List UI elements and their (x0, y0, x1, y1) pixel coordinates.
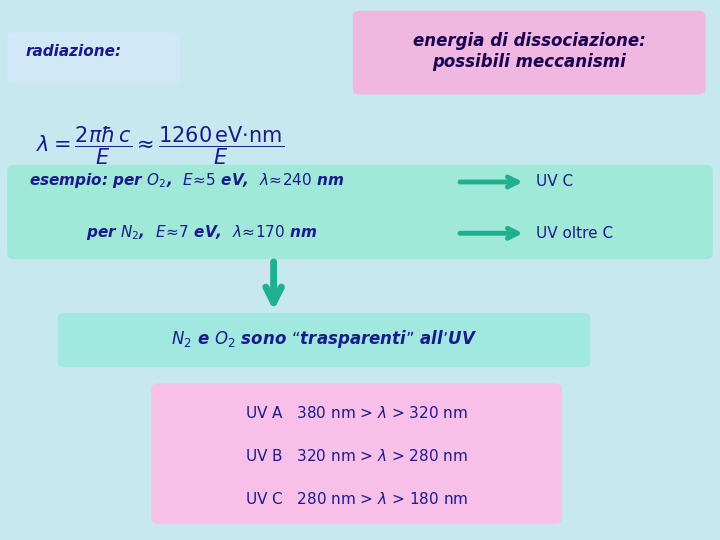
Text: $\lambda = \dfrac{2\pi\hbar\, c}{E} \approx \dfrac{1260\,\mathrm{eV{\cdot}nm}}{E: $\lambda = \dfrac{2\pi\hbar\, c}{E} \app… (36, 124, 284, 167)
Text: UV A   380 nm > $\lambda$ > 320 nm: UV A 380 nm > $\lambda$ > 320 nm (245, 405, 468, 421)
Text: per $N_2$,  $E\!\approx\!7$ eV,  $\lambda\!\approx\!170$ nm: per $N_2$, $E\!\approx\!7$ eV, $\lambda\… (86, 222, 318, 242)
FancyBboxPatch shape (151, 383, 562, 524)
FancyBboxPatch shape (353, 11, 706, 94)
Text: $N_2$ e $O_2$ sono “trasparenti” all’UV: $N_2$ e $O_2$ sono “trasparenti” all’UV (171, 328, 477, 349)
Text: UV oltre C: UV oltre C (536, 226, 613, 241)
Text: UV C   280 nm > $\lambda$ > 180 nm: UV C 280 nm > $\lambda$ > 180 nm (245, 491, 468, 508)
FancyBboxPatch shape (58, 313, 590, 367)
Text: UV B   320 nm > $\lambda$ > 280 nm: UV B 320 nm > $\lambda$ > 280 nm (245, 448, 468, 464)
Text: energia di dissociazione:
possibili meccanismi: energia di dissociazione: possibili mecc… (413, 32, 646, 71)
FancyBboxPatch shape (7, 165, 713, 259)
Text: esempio: per $O_2$,  $E\!\approx\!5$ eV,  $\lambda\!\approx\!240$ nm: esempio: per $O_2$, $E\!\approx\!5$ eV, … (29, 171, 344, 191)
FancyBboxPatch shape (7, 32, 180, 84)
Text: UV C: UV C (536, 174, 574, 190)
Text: radiazione:: radiazione: (25, 44, 122, 59)
